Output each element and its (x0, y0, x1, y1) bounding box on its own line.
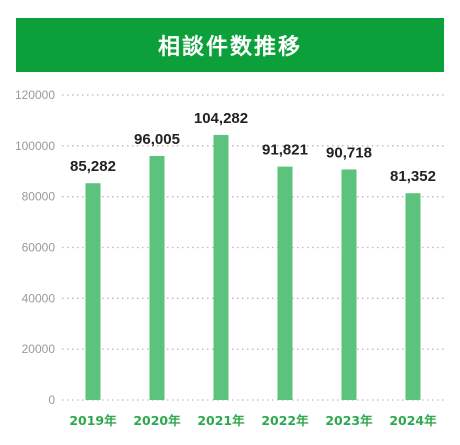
y-tick-label: 20000 (22, 342, 56, 356)
gridlines (62, 94, 446, 401)
x-category-label: 2024年 (389, 413, 437, 428)
x-category-label: 2022年 (261, 413, 309, 428)
bars (85, 134, 421, 400)
value-labels: 85,282 96,005 104,282 91,821 90,718 81,352 (70, 110, 436, 185)
x-category-label: 2019年 (69, 413, 117, 428)
bar-value-label: 104,282 (194, 110, 248, 127)
bar-value-label: 85,282 (70, 158, 116, 175)
bar-value-label: 90,718 (326, 144, 372, 161)
bar-value-label: 96,005 (134, 131, 180, 148)
x-category-label: 2023年 (325, 413, 373, 428)
y-tick-label: 0 (48, 393, 55, 407)
bar (277, 166, 293, 400)
y-tick-label: 40000 (22, 291, 56, 305)
x-category-label: 2020年 (133, 413, 181, 428)
bar (213, 134, 229, 400)
bar-value-label: 91,821 (262, 142, 308, 159)
bar (85, 183, 101, 400)
y-tick-label: 100000 (15, 139, 55, 153)
y-tick-label: 120000 (15, 88, 55, 102)
chart-title: 相談件数推移 (16, 18, 444, 72)
x-axis-categories: 2019年 2020年 2021年 2022年 2023年 2024年 (69, 413, 437, 428)
bar (149, 155, 165, 400)
bar (405, 193, 421, 400)
x-category-label: 2021年 (197, 413, 245, 428)
bar-value-label: 81,352 (390, 168, 436, 185)
y-tick-label: 60000 (22, 241, 56, 255)
y-axis-ticks: 0 20000 40000 60000 80000 100000 120000 (15, 88, 55, 407)
y-tick-label: 80000 (22, 190, 56, 204)
bar (341, 169, 357, 400)
